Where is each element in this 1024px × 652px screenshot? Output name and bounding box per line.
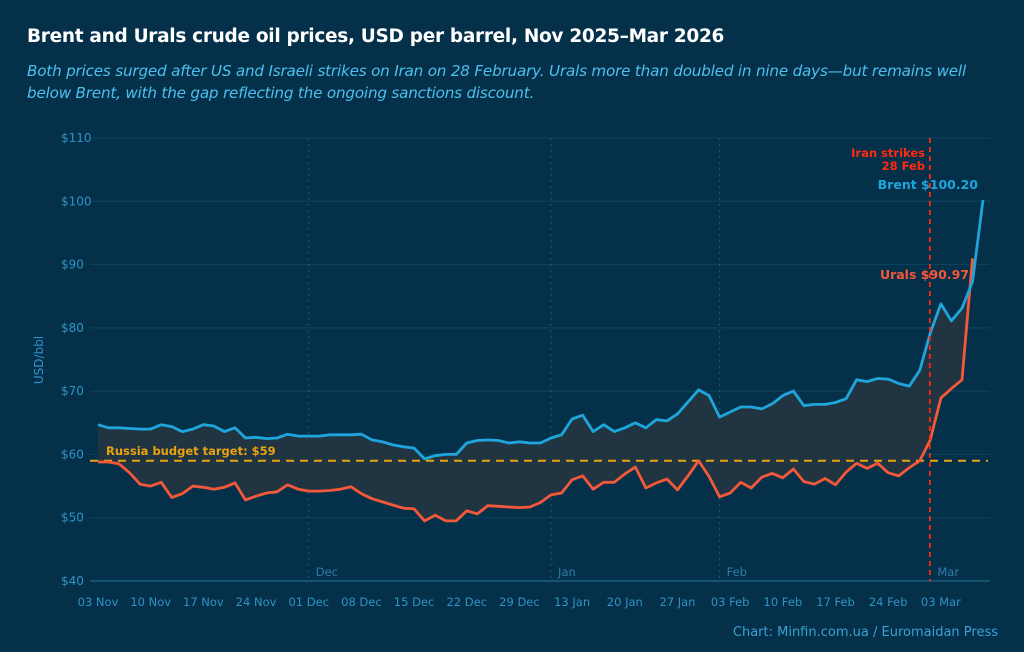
chart-subtitle: Both prices surged after US and Israeli … <box>27 62 966 102</box>
y-tick-label: $70 <box>61 384 84 398</box>
x-tick-label: 24 Nov <box>236 595 277 609</box>
price-gap-fill <box>98 258 973 521</box>
urals-series-line <box>98 258 974 523</box>
y-tick-label: $60 <box>61 447 84 461</box>
y-tick-label: $90 <box>61 258 84 272</box>
chart-source-credit: Chart: Minfin.com.ua / Euromaidan Press <box>732 625 998 640</box>
gridlines <box>90 137 990 582</box>
x-tick-label: 10 Nov <box>130 595 171 609</box>
month-label: Feb <box>727 565 747 579</box>
urals-end-label: Urals $90.97 <box>880 267 969 282</box>
y-tick-label: $80 <box>61 321 84 335</box>
brent-end-label: Brent $100.20 <box>878 177 979 192</box>
brent-series-line <box>97 199 985 461</box>
y-tick-label: $40 <box>61 574 84 588</box>
y-axis-label: USD/bbl <box>32 336 46 384</box>
budget-target-label: Russia budget target: $59 <box>106 444 276 458</box>
x-tick-label: 29 Dec <box>499 595 540 609</box>
x-tick-label: 10 Feb <box>764 595 803 609</box>
x-tick-label: 15 Dec <box>394 595 435 609</box>
iran-strike-date-label: 28 Feb <box>882 159 925 173</box>
y-tick-label: $110 <box>61 131 92 145</box>
month-label: Dec <box>316 565 338 579</box>
x-tick-label: 27 Jan <box>659 595 695 609</box>
x-tick-label: 24 Feb <box>869 595 908 609</box>
x-tick-label: 03 Nov <box>78 595 119 609</box>
x-tick-label: 17 Nov <box>183 595 224 609</box>
x-tick-label: 22 Dec <box>446 595 487 609</box>
iran-strike-label: Iran strikes <box>851 146 925 160</box>
x-tick-label: 08 Dec <box>341 595 382 609</box>
month-markers: Dec Jan Feb Mar <box>308 138 959 581</box>
y-axis-ticks: $40 $50 $60 $70 $80 $90 $100 $110 <box>61 131 92 588</box>
chart-title: Brent and Urals crude oil prices, USD pe… <box>27 26 725 47</box>
month-label: Jan <box>557 565 576 579</box>
x-tick-label: 01 Dec <box>288 595 329 609</box>
x-tick-label: 03 Feb <box>711 595 750 609</box>
x-tick-label: 13 Jan <box>554 595 590 609</box>
month-label: Mar <box>937 565 959 579</box>
x-tick-label: 17 Feb <box>816 595 855 609</box>
y-tick-label: $50 <box>61 511 84 525</box>
x-tick-label: 03 Mar <box>921 595 961 609</box>
x-axis-ticks: 03 Nov 10 Nov 17 Nov 24 Nov 01 Dec 08 Dec 15 D… <box>78 595 962 609</box>
y-tick-label: $100 <box>61 194 92 208</box>
x-tick-label: 20 Jan <box>607 595 643 609</box>
